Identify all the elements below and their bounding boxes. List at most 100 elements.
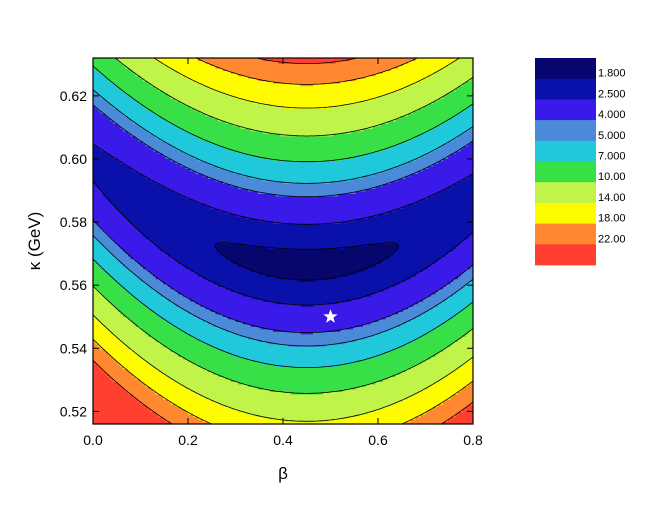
contour-cell [440, 421, 444, 424]
contour-cell [470, 403, 473, 408]
contour-cell [298, 411, 302, 415]
contour-cell [178, 391, 182, 395]
contour-cell [313, 386, 317, 390]
contour-cell [115, 413, 119, 418]
contour-cell [198, 386, 202, 390]
contour-cell [265, 403, 269, 408]
contour-cell [405, 408, 409, 413]
contour-cell [200, 386, 204, 390]
contour-cell [370, 411, 374, 415]
contour-cell [315, 411, 319, 415]
contour-cell [278, 406, 282, 410]
contour-cell [450, 413, 454, 418]
contour-cell [383, 386, 387, 390]
contour-cell [443, 411, 447, 415]
contour-cell [385, 391, 389, 395]
contour-cell [468, 411, 472, 415]
contour-cell [138, 398, 142, 403]
contour-cell [468, 403, 472, 408]
contour-cell [388, 406, 392, 410]
contour-cell [183, 406, 187, 410]
contour-cell [223, 393, 227, 398]
contour-cell [303, 383, 307, 387]
contour-cell [295, 418, 299, 423]
contour-cell [298, 416, 302, 420]
contour-cell [220, 386, 224, 390]
contour-cell [323, 403, 327, 408]
contour-cell [410, 386, 414, 390]
contour-cell [235, 383, 239, 387]
contour-cell [98, 418, 102, 423]
contour-cell [450, 391, 454, 395]
contour-cell [280, 396, 284, 400]
contour-cell [275, 416, 279, 420]
contour-cell [100, 401, 104, 405]
contour-cell [470, 408, 473, 413]
contour-cell [423, 383, 427, 387]
contour-cell [285, 383, 289, 387]
contour-cell [123, 388, 127, 393]
contour-cell [205, 406, 209, 410]
contour-cell [210, 383, 214, 387]
contour-cell [243, 408, 247, 413]
contour-cell [163, 408, 167, 413]
contour-cell [275, 406, 279, 410]
contour-cell [238, 418, 242, 423]
contour-cell [303, 421, 307, 424]
contour-cell [165, 391, 169, 395]
contour-cell [308, 413, 312, 418]
contour-cell [228, 421, 232, 424]
contour-cell [393, 398, 397, 403]
contour-cell [325, 421, 329, 424]
contour-cell [150, 413, 154, 418]
contour-cell [205, 393, 209, 398]
contour-cell [333, 383, 337, 387]
contour-cell [178, 408, 182, 413]
contour-cell [288, 413, 292, 418]
contour-cell [415, 401, 419, 405]
contour-cell [243, 398, 247, 403]
contour-cell [185, 403, 189, 408]
contour-cell [93, 406, 97, 410]
contour-cell [318, 383, 322, 387]
contour-cell [403, 393, 407, 398]
contour-cell [375, 408, 379, 413]
contour-cell [115, 396, 119, 400]
contour-cell [455, 421, 459, 424]
contour-cell [350, 408, 354, 413]
contour-cell [400, 421, 404, 424]
contour-cell [248, 388, 252, 393]
contour-cell [183, 393, 187, 398]
contour-cell [135, 418, 139, 423]
contour-cell [273, 393, 277, 398]
contour-cell [223, 421, 227, 424]
contour-cell [435, 418, 439, 423]
contour-cell [255, 418, 259, 423]
contour-cell [443, 391, 447, 395]
contour-cell [465, 403, 469, 408]
contour-cell [223, 386, 227, 390]
contour-cell [348, 398, 352, 403]
contour-cell [93, 408, 97, 413]
contour-cell [165, 398, 169, 403]
contour-cell [325, 383, 329, 387]
contour-cell [325, 398, 329, 403]
contour-cell [395, 388, 399, 393]
contour-cell [393, 421, 397, 424]
contour-cell [205, 391, 209, 395]
contour-cell [220, 396, 224, 400]
contour-cell [390, 388, 394, 393]
contour-cell [158, 386, 162, 390]
contour-cell [208, 383, 212, 387]
contour-cell [353, 421, 357, 424]
contour-cell [115, 386, 119, 390]
contour-cell [308, 383, 312, 387]
contour-cell [305, 416, 309, 420]
contour-cell [235, 411, 239, 415]
contour-cell [148, 393, 152, 398]
contour-cell [198, 398, 202, 403]
contour-cell [433, 401, 437, 405]
contour-cell [443, 383, 447, 387]
contour-cell [238, 391, 242, 395]
contour-cell [263, 403, 267, 408]
